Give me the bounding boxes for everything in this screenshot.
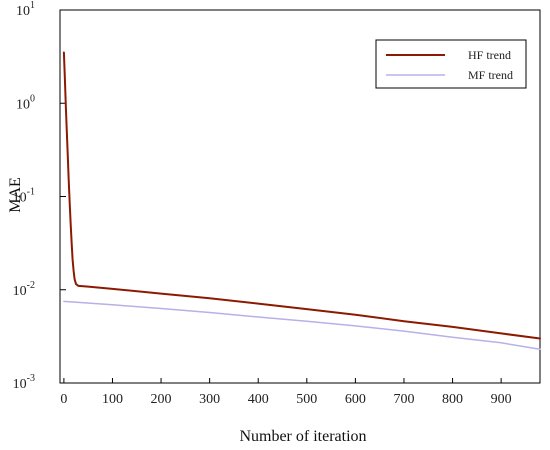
legend: HF trend MF trend [375,39,527,89]
y-tick-label: 100 [16,93,35,112]
x-tick-label: 400 [248,392,269,407]
y-tick-label: 101 [16,0,35,19]
y-axis-label: MAE [7,177,24,213]
x-tick-label: 100 [102,392,123,407]
x-tick-label: 700 [393,392,414,407]
series-line-mf-trend [63,300,541,351]
legend-label-mf-trend: MF trend [468,68,513,82]
legend-label-hf-trend: HF trend [468,48,511,62]
x-tick-label: 0 [60,392,67,407]
x-tick-label: 200 [151,392,172,407]
series-lines [62,51,541,351]
y-tick-label: 10-1 [13,187,35,206]
y-tick-label: 10-3 [13,373,35,392]
x-tick-label: 300 [199,392,220,407]
series-line-hf-trend [62,51,541,340]
legend-box [375,39,527,89]
y-tick-label: 10-2 [13,280,35,299]
x-tick-label: 600 [345,392,366,407]
axis-ticks: 0 100 200 300 400 500 600 700 800 900 10-3 10-2 10-1… [13,0,512,407]
x-tick-label: 800 [442,392,463,407]
x-tick-label: 500 [296,392,317,407]
x-axis-label: Number of iteration [239,428,366,445]
x-tick-label: 900 [491,392,512,407]
